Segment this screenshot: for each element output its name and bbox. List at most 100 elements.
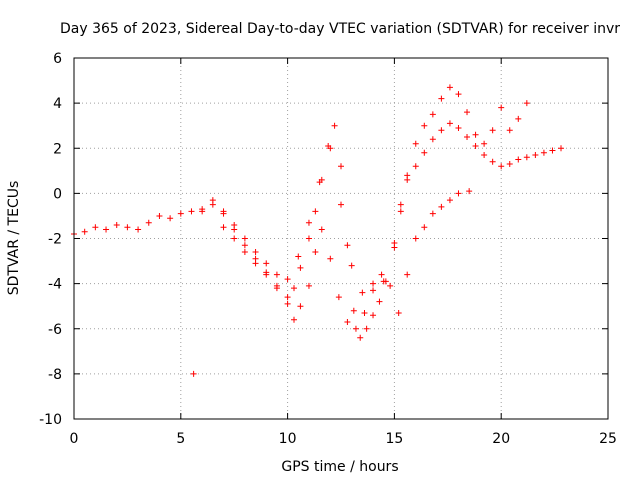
data-point [350,307,357,314]
data-point [515,156,522,163]
data-point [429,210,436,217]
series-track-upper [199,84,530,296]
data-point [145,219,152,226]
data-point [316,179,323,186]
data-point [387,282,394,289]
data-point [284,294,291,301]
data-point [263,260,270,267]
x-tick-label: 5 [176,431,185,447]
data-point [318,226,325,233]
x-tick-label: 15 [385,431,403,447]
data-point [472,131,479,138]
data-point [395,309,402,316]
data-point [523,100,530,107]
data-point [305,219,312,226]
data-point [338,201,344,208]
data-point [241,242,248,249]
data-point [464,109,471,116]
y-tick-label: 2 [53,141,62,157]
data-point [348,262,355,269]
y-axis-ticks: -10 -8 -6 -4 -2 0 2 4 6 [39,51,608,428]
data-point [344,318,351,325]
data-point [335,294,342,301]
data-point [429,136,436,143]
data-point [190,370,197,377]
data-point [429,111,436,118]
data-point [199,208,206,215]
data-point [297,303,304,310]
data-point [252,260,259,267]
x-axis-ticks: 0 5 10 15 20 25 [70,58,617,447]
data-point [438,95,445,102]
y-tick-label: -6 [48,322,62,338]
data-point [263,271,270,278]
data-point [481,152,488,159]
data-point [506,127,513,134]
data-point [549,147,556,154]
data-point [412,163,419,170]
data-point [498,163,505,170]
data-point [135,226,142,233]
data-point [446,120,453,127]
data-point [177,210,184,217]
data-point [489,158,496,165]
data-point [291,316,298,323]
data-point [378,271,385,278]
data-point [273,285,280,292]
data-point [359,289,366,296]
data-point [455,91,462,98]
data-point [515,115,522,122]
data-point [438,203,445,210]
data-point [370,280,377,287]
y-tick-label: -4 [48,277,62,293]
data-point [305,282,312,289]
data-point [404,172,411,179]
data-point [455,190,462,197]
data-point [241,249,248,256]
x-tick-label: 25 [599,431,617,447]
data-point [558,145,565,152]
data-point [312,208,319,215]
data-point [167,215,174,222]
x-tick-label: 20 [492,431,510,447]
x-tick-label: 0 [70,431,79,447]
data-point [464,133,471,140]
data-point [352,325,359,332]
data-point [338,163,344,170]
data-point [523,154,530,161]
data-point [220,224,227,231]
data-point [472,142,479,149]
data-point [297,264,304,271]
x-tick-label: 10 [279,431,297,447]
data-point [481,140,488,147]
grid [74,58,608,419]
data-point [397,201,404,208]
data-point [361,309,368,316]
data-point [446,197,453,204]
data-point [92,224,99,231]
y-tick-label: 0 [53,186,62,202]
y-tick-label: -10 [39,412,62,428]
y-axis-label: SDTVAR / TECUs [6,181,22,296]
data-point [156,212,163,219]
data-point [291,285,298,292]
data-point [295,253,302,260]
data-point [421,224,428,231]
data-point [209,197,216,204]
data-point [344,242,351,249]
y-tick-label: -2 [48,232,62,248]
data-point [231,235,238,242]
series-outlier [190,370,197,377]
data-point [421,149,428,156]
y-tick-label: -8 [48,367,62,383]
data-point [363,325,370,332]
data-point [220,210,227,217]
data-point [252,249,259,256]
y-tick-label: 4 [53,96,62,112]
data-point [241,235,248,242]
data-point [370,312,377,319]
data-point [370,287,377,294]
data-point [357,334,364,341]
series-track-lower [220,188,473,332]
